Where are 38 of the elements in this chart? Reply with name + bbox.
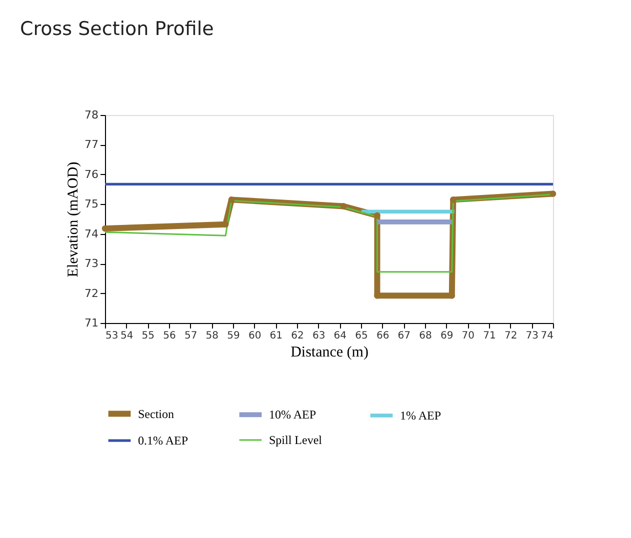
x-tick-label: 65 bbox=[355, 330, 368, 342]
legend-label: Section bbox=[138, 406, 174, 421]
x-tick-label: 70 bbox=[462, 330, 475, 342]
x-tick-label: 55 bbox=[142, 330, 155, 342]
legend-label: 1% AEP bbox=[400, 408, 442, 422]
x-tick-label: 59 bbox=[227, 330, 240, 342]
x-tick-label: 68 bbox=[419, 330, 432, 342]
x-tick-label: 63 bbox=[312, 330, 326, 342]
x-axis-title: Distance (m) bbox=[290, 344, 368, 360]
x-tick-label: 74 bbox=[540, 330, 554, 342]
x-tick-label: 53 bbox=[106, 330, 118, 342]
x-tick-label: 58 bbox=[206, 330, 219, 342]
x-tick-label: 60 bbox=[248, 330, 262, 342]
x-tick-label: 61 bbox=[270, 330, 283, 342]
chart-title: Cross Section Profile bbox=[20, 18, 214, 40]
y-axis-title: Elevation (mAOD) bbox=[66, 162, 82, 278]
y-tick-label: 78 bbox=[84, 108, 98, 122]
x-tick-label: 57 bbox=[184, 330, 198, 342]
x-tick-label: 66 bbox=[376, 330, 390, 342]
x-tick-label: 64 bbox=[334, 330, 347, 342]
y-tick-label: 73 bbox=[84, 257, 98, 270]
x-tick-label: 72 bbox=[504, 330, 518, 342]
x-tick-label: 69 bbox=[440, 330, 454, 342]
y-tick-label: 71 bbox=[84, 316, 98, 330]
x-tick-label: 54 bbox=[120, 330, 134, 342]
x-tick-label: 73 bbox=[526, 330, 539, 342]
x-tick-label: 71 bbox=[483, 330, 496, 342]
y-tick-label: 74 bbox=[84, 227, 98, 240]
x-tick-label: 67 bbox=[398, 330, 411, 342]
y-tick-label: 72 bbox=[84, 286, 98, 300]
legend-label: 10% AEP bbox=[269, 408, 316, 422]
legend-label: 0.1% AEP bbox=[138, 434, 188, 448]
legend-label: Spill Level bbox=[269, 433, 323, 447]
x-tick-label: 56 bbox=[163, 330, 176, 342]
y-tick-label: 76 bbox=[84, 168, 98, 181]
y-tick-label: 77 bbox=[84, 138, 98, 152]
x-tick-label: 62 bbox=[291, 330, 304, 342]
y-tick-label: 75 bbox=[84, 198, 98, 211]
